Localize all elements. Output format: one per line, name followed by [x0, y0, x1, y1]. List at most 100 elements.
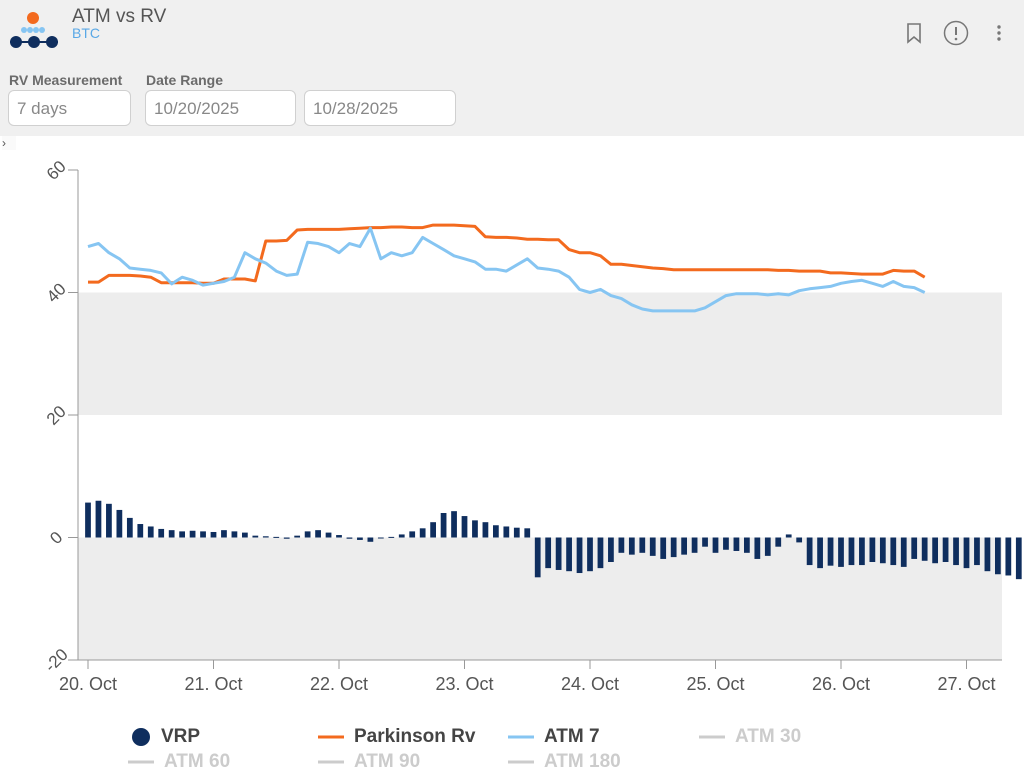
vrp-bar — [608, 537, 614, 562]
legend-label-atm90: ATM 90 — [354, 751, 421, 772]
filter-bar: RV Measurement 7 days Date Range 10/20/2… — [0, 64, 1024, 136]
vrp-bar — [451, 511, 457, 538]
rv-measurement-select[interactable]: 7 days — [8, 90, 131, 126]
vrp-bar — [702, 537, 708, 547]
vrp-bar — [974, 537, 980, 566]
vrp-bar — [210, 531, 217, 538]
vrp-bar — [430, 522, 437, 538]
x-tick-label: 22. Oct — [310, 674, 368, 694]
vrp-bar — [827, 537, 834, 566]
x-tick-label: 23. Oct — [435, 674, 493, 694]
vrp-bar — [942, 537, 949, 562]
vrp-bar — [346, 537, 353, 539]
expand-chevron-icon[interactable]: › — [2, 136, 16, 150]
vrp-bar — [587, 537, 593, 572]
vrp-bar — [597, 537, 604, 569]
legend-label-atm60: ATM 60 — [164, 751, 231, 772]
rv-measurement-label: RV Measurement — [9, 72, 123, 88]
vrp-bar — [534, 537, 541, 578]
vrp-bar — [628, 537, 635, 555]
vrp-bar — [231, 531, 238, 538]
vrp-bar — [283, 537, 290, 539]
vrp-bar — [994, 537, 1001, 575]
legend-label-parkinson: Parkinson Rv — [354, 726, 476, 747]
vrp-bar — [85, 502, 91, 538]
widget-subtitle: BTC — [72, 25, 100, 41]
vrp-bar — [126, 517, 133, 538]
vrp-bar — [315, 530, 321, 538]
y-tick-label: 40 — [43, 279, 70, 306]
vrp-bar — [388, 536, 395, 538]
vrp-bar — [838, 537, 844, 567]
app-logo-icon — [10, 12, 58, 48]
vrp-bar — [377, 537, 384, 539]
vrp-bar — [660, 537, 667, 559]
bookmark-icon[interactable] — [901, 20, 927, 46]
atm-vs-rv-chart: -20 0 20 40 60 20. Oct 21. Oct 22. Oct 23. Oct 24… — [41, 157, 1022, 694]
legend-item-vrp[interactable]: VRP — [131, 726, 200, 748]
legend-label-vrp: VRP — [161, 726, 201, 747]
vrp-bar — [555, 537, 562, 570]
legend-item-atm7[interactable]: ATM 7 — [508, 726, 600, 748]
vrp-bar — [963, 537, 970, 569]
vrp-bar — [576, 537, 583, 574]
vrp-bar — [492, 525, 499, 538]
info-icon[interactable] — [943, 20, 969, 46]
y-tick-label: 0 — [46, 528, 66, 548]
legend-item-parkinson[interactable]: Parkinson Rv — [318, 726, 475, 748]
vrp-bar — [179, 531, 186, 538]
vrp-bar — [241, 532, 248, 538]
vrp-bar — [796, 537, 803, 543]
plot-band — [78, 415, 1002, 538]
vrp-bar — [775, 537, 782, 547]
vrp-bar — [712, 537, 719, 553]
date-start-input[interactable]: 10/20/2025 — [145, 90, 296, 126]
legend-item-atm60[interactable]: ATM 60 — [128, 751, 230, 773]
legend-parkinson-line-icon — [318, 735, 344, 739]
vrp-bar — [869, 537, 876, 562]
vrp-bar — [670, 537, 677, 558]
vrp-bar — [409, 531, 416, 538]
vrp-bar — [691, 537, 698, 553]
vrp-bar — [681, 537, 688, 555]
vrp-bar — [879, 537, 886, 564]
vrp-bar — [336, 535, 342, 538]
legend-atm7-line-icon — [508, 735, 534, 739]
vrp-bar — [911, 537, 918, 559]
vrp-bar — [806, 537, 813, 566]
vrp-bar — [984, 537, 991, 572]
vrp-bar — [482, 522, 489, 538]
legend-atm30-line-icon — [699, 735, 725, 739]
vrp-bar — [618, 537, 625, 553]
vrp-bar — [304, 531, 311, 538]
legend-item-atm90[interactable]: ATM 90 — [318, 751, 420, 773]
legend-item-atm180[interactable]: ATM 180 — [508, 751, 621, 773]
vrp-bar — [890, 537, 897, 566]
atm7-line — [87, 226, 926, 313]
vrp-bar — [262, 536, 269, 538]
legend-label-atm180: ATM 180 — [544, 751, 621, 772]
x-tick-label: 26. Oct — [812, 674, 870, 694]
vrp-bar — [649, 537, 656, 556]
y-tick-label: -20 — [41, 645, 72, 676]
plot-band — [78, 292, 1002, 415]
vrp-bar — [294, 535, 301, 538]
vrp-bar — [513, 527, 520, 538]
vrp-bar — [189, 530, 196, 538]
legend-label-atm30: ATM 30 — [735, 726, 802, 747]
vrp-bar — [785, 534, 792, 538]
legend-label-atm7: ATM 7 — [544, 726, 600, 747]
legend-item-atm30[interactable]: ATM 30 — [699, 726, 801, 748]
date-end-input[interactable]: 10/28/2025 — [304, 90, 456, 126]
date-range-label: Date Range — [146, 72, 224, 88]
vrp-bar — [472, 520, 478, 538]
vrp-bar — [1005, 537, 1012, 576]
vrp-bar — [900, 537, 907, 567]
vrp-bar — [817, 537, 823, 569]
vrp-bar — [419, 528, 426, 538]
vrp-bar — [743, 537, 750, 553]
more-options-icon[interactable] — [986, 20, 1012, 46]
vrp-bar — [461, 516, 468, 538]
legend-atm90-line-icon — [318, 760, 344, 764]
vrp-bar — [545, 537, 552, 569]
